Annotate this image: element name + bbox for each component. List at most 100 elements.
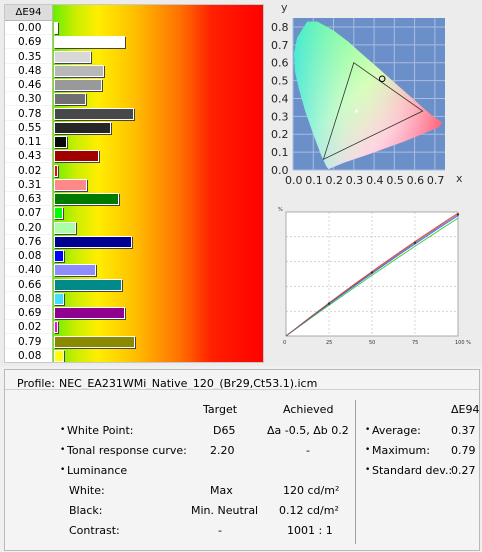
tone-x-tick: 100 % bbox=[455, 340, 471, 346]
average-bullet: • bbox=[365, 425, 371, 435]
tone-response-chart: % 0 25 50 75 100 % bbox=[278, 207, 471, 346]
delta-e-value-column: ΔE94 0.00 0.69 0.35 0.48 0.46 0.30 0.78 0.55 0.1… bbox=[5, 5, 53, 362]
average-label: Average: bbox=[372, 424, 421, 437]
gamut-y-tick: 0.3 bbox=[271, 110, 289, 123]
delta-e-value: 0.66 bbox=[5, 278, 52, 292]
gamut-x-tick: 0.1 bbox=[305, 174, 323, 187]
delta-e-bar bbox=[54, 335, 135, 348]
gamut-y-tick: 0.0 bbox=[271, 164, 289, 177]
col-de-header: ΔE94 bbox=[451, 403, 480, 416]
delta-e-bar bbox=[54, 321, 58, 334]
average-value: 0.37 bbox=[451, 424, 476, 437]
gamut-x-tick: 0.0 bbox=[285, 174, 303, 187]
delta-e-value: 0.31 bbox=[5, 178, 52, 192]
delta-e-value: 0.79 bbox=[5, 335, 52, 349]
tone-x-tick: 50 bbox=[369, 340, 375, 346]
gamut-x-tick: 0.6 bbox=[407, 174, 425, 187]
stddev-label: Standard dev.: bbox=[372, 464, 453, 477]
tonal-curve-label: Tonal response curve: bbox=[67, 444, 187, 457]
delta-e-bar bbox=[54, 250, 64, 262]
black-luminance-target: Min. Neutral bbox=[191, 504, 259, 517]
delta-e-value: 0.69 bbox=[5, 306, 52, 320]
black-luminance-label: Black: bbox=[69, 504, 103, 517]
white-point-marker bbox=[354, 109, 358, 113]
tonal-curve-achieved: - bbox=[306, 444, 310, 457]
delta-e-value: 0.07 bbox=[5, 206, 52, 221]
y-axis-label: y bbox=[281, 2, 288, 14]
delta-e-value: 0.00 bbox=[5, 21, 52, 35]
summary-divider bbox=[5, 389, 479, 390]
tone-marker bbox=[327, 302, 331, 305]
col-target-header: Target bbox=[203, 403, 238, 416]
summary-panel: Profile: NEC_EA231WMi_Native_120_(Br29,C… bbox=[4, 369, 480, 551]
gamut-x-tick: 0.7 bbox=[427, 174, 445, 187]
delta-e-bar bbox=[54, 136, 67, 148]
delta-e-value: 0.20 bbox=[5, 221, 52, 235]
white-luminance-achieved: 120 cd/m² bbox=[283, 484, 340, 497]
delta-e-value: 0.76 bbox=[5, 235, 52, 249]
profile-name[interactable]: NEC_EA231WMi_Native_120_(Br29,Ct53.1).ic… bbox=[59, 377, 318, 390]
gamut-x-tick: 0.4 bbox=[366, 174, 384, 187]
contrast-label: Contrast: bbox=[69, 524, 120, 537]
white-point-label: White Point: bbox=[67, 424, 134, 437]
delta-e-bar bbox=[54, 107, 134, 120]
delta-e-header: ΔE94 bbox=[5, 5, 52, 21]
delta-e-value: 0.40 bbox=[5, 263, 52, 278]
white-point-bullet: • bbox=[60, 425, 66, 435]
white-point-target: D65 bbox=[213, 424, 236, 437]
gamut-triangle bbox=[322, 62, 424, 161]
maximum-bullet: • bbox=[365, 445, 371, 455]
gamut-y-tick: 0.6 bbox=[271, 57, 289, 70]
delta-e-bar bbox=[54, 264, 96, 277]
white-point-achieved: Δa -0.5, Δb 0.2 bbox=[267, 424, 349, 437]
delta-e-value: 0.02 bbox=[5, 320, 52, 335]
tonal-curve-bullet: • bbox=[60, 445, 66, 455]
delta-e-bar bbox=[54, 50, 91, 63]
col-achieved-header: Achieved bbox=[283, 403, 334, 416]
delta-e-bar bbox=[54, 36, 125, 49]
delta-e-bar bbox=[54, 307, 125, 319]
tone-marker bbox=[370, 271, 374, 274]
white-luminance-label: White: bbox=[69, 484, 105, 497]
gamut-x-tick: 0.3 bbox=[346, 174, 364, 187]
tone-y-unit: % bbox=[278, 207, 283, 213]
delta-e-bar bbox=[54, 207, 63, 220]
white-luminance-target: Max bbox=[210, 484, 233, 497]
gamut-x-tick: 0.5 bbox=[386, 174, 404, 187]
gamut-y-tick: 0.2 bbox=[271, 128, 289, 141]
profile-label: Profile: bbox=[17, 377, 55, 390]
summary-column-divider bbox=[355, 400, 356, 544]
delta-e-bar bbox=[54, 64, 104, 77]
maximum-value: 0.79 bbox=[451, 444, 476, 457]
contrast-target: - bbox=[218, 524, 222, 537]
delta-e-value: 0.11 bbox=[5, 135, 52, 149]
measured-point-marker bbox=[378, 75, 386, 83]
delta-e-bar bbox=[54, 221, 76, 234]
contrast-achieved: 1001 : 1 bbox=[287, 524, 333, 537]
delta-e-value: 0.35 bbox=[5, 50, 52, 64]
delta-e-value: 0.78 bbox=[5, 107, 52, 121]
x-axis-label: x bbox=[456, 172, 463, 185]
cie-gamut-chart: 0.0 0.1 0.2 0.3 0.4 0.5 0.6 0.7 0.80.70.60.50.4… bbox=[271, 2, 463, 187]
gamut-y-tick: 0.7 bbox=[271, 39, 289, 52]
tone-marker bbox=[456, 213, 460, 216]
gamut-y-tick: 0.1 bbox=[271, 146, 289, 159]
delta-e-bar bbox=[54, 150, 99, 163]
delta-e-value: 0.69 bbox=[5, 35, 52, 50]
tone-x-tick: 25 bbox=[326, 340, 332, 346]
delta-e-value: 0.30 bbox=[5, 92, 52, 107]
tone-marker bbox=[413, 241, 417, 245]
delta-e-value: 0.08 bbox=[5, 249, 52, 263]
stddev-value: 0.27 bbox=[451, 464, 476, 477]
delta-e-value: 0.02 bbox=[5, 164, 52, 178]
black-luminance-achieved: 0.12 cd/m² bbox=[279, 504, 339, 517]
luminance-label: Luminance bbox=[67, 464, 128, 477]
delta-e-bar bbox=[54, 93, 86, 106]
delta-e-bar bbox=[54, 349, 64, 362]
delta-e-value: 0.46 bbox=[5, 78, 52, 92]
tone-curve-green bbox=[285, 217, 459, 337]
delta-e-value: 0.08 bbox=[5, 349, 52, 362]
tone-x-tick: 0 bbox=[283, 340, 286, 346]
delta-e-bar bbox=[54, 193, 119, 205]
report-top-area: ΔE94 0.00 0.69 0.35 0.48 0.46 0.30 0.78 0.55 0.1… bbox=[4, 2, 472, 363]
